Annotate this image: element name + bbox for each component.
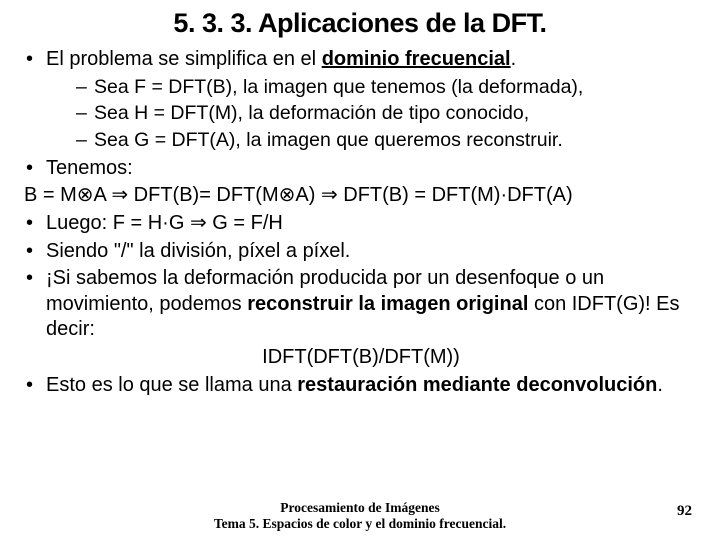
bullet-3: Luego: F = H·G ⇒ G = F/H bbox=[22, 211, 698, 237]
bullet-1-post: . bbox=[511, 48, 517, 70]
bullet-6-post: . bbox=[657, 374, 663, 396]
bullet-1: El problema se simplifica en el dominio … bbox=[22, 47, 698, 154]
equation-2: IDFT(DFT(B)/DFT(M)) bbox=[22, 345, 698, 371]
footer-line1: Procesamiento de Imágenes bbox=[0, 500, 720, 516]
page-number: 92 bbox=[677, 503, 692, 520]
equation-1: B = M⊗A ⇒ DFT(B)= DFT(M⊗A) ⇒ DFT(B) = DF… bbox=[22, 183, 698, 209]
bullet-1-bold: dominio frecuencial bbox=[322, 48, 511, 70]
footer: Procesamiento de Imágenes Tema 5. Espaci… bbox=[0, 500, 720, 532]
slide-container: 5. 3. 3. Aplicaciones de la DFT. El prob… bbox=[0, 0, 720, 540]
slide-title: 5. 3. 3. Aplicaciones de la DFT. bbox=[22, 8, 698, 39]
sub-2: Sea H = DFT(M), la deformación de tipo c… bbox=[46, 101, 698, 127]
bullet-4: Siendo "/" la división, píxel a píxel. bbox=[22, 239, 698, 265]
sub-list: Sea F = DFT(B), la imagen que tenemos (l… bbox=[46, 75, 698, 154]
footer-line2: Tema 5. Espacios de color y el dominio f… bbox=[0, 516, 720, 532]
main-list: El problema se simplifica en el dominio … bbox=[22, 47, 698, 398]
bullet-5: ¡Si sabemos la deformación producida por… bbox=[22, 266, 698, 343]
bullet-6: Esto es lo que se llama una restauración… bbox=[22, 373, 698, 399]
bullet-5-bold: reconstruir la imagen original bbox=[247, 293, 528, 315]
bullet-1-pre: El problema se simplifica en el bbox=[46, 48, 322, 70]
bullet-6-bold: restauración mediante deconvolución bbox=[297, 374, 657, 396]
bullet-2: Tenemos: bbox=[22, 156, 698, 182]
sub-3: Sea G = DFT(A), la imagen que queremos r… bbox=[46, 128, 698, 154]
bullet-6-pre: Esto es lo que se llama una bbox=[46, 374, 297, 396]
sub-1: Sea F = DFT(B), la imagen que tenemos (l… bbox=[46, 75, 698, 101]
